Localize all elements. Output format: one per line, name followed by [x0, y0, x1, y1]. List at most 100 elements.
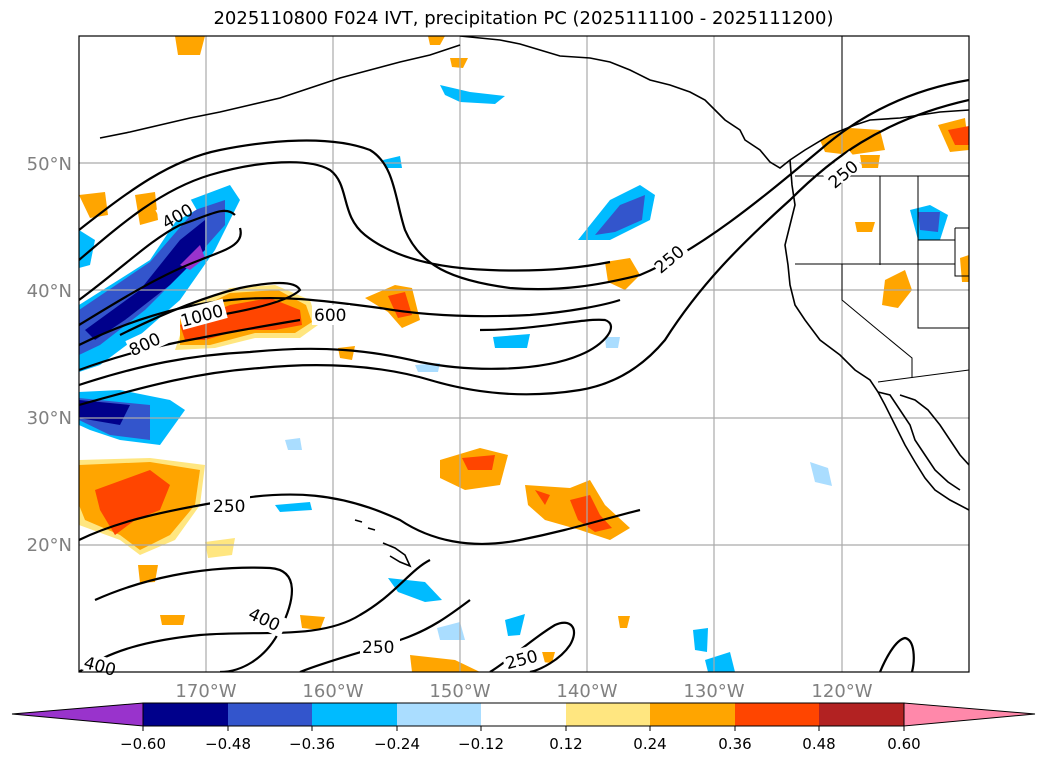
colorbar-tick-label: −0.12 — [458, 735, 504, 753]
precip-neg-region — [437, 622, 465, 640]
contour-label-250: 250 — [213, 497, 245, 517]
colorbar-bin — [819, 703, 904, 726]
precip-pos-region — [160, 615, 185, 625]
precip-pos-region — [175, 36, 205, 55]
precip-pos-region — [135, 192, 158, 225]
west-coast-us — [784, 159, 969, 511]
precip-pos-region — [365, 285, 420, 328]
ivt-contour-250 — [79, 493, 641, 546]
precip-pos-region — [462, 455, 495, 470]
lon-tick-label: 150°W — [429, 681, 490, 702]
ivt-contour-400 — [94, 566, 293, 672]
lat-tick-labels: 20°N 30°N 40°N 50°N — [27, 154, 72, 556]
precip-pos-region — [338, 346, 355, 360]
precip-neg-region — [505, 614, 525, 636]
colorbar-tick-label: −0.60 — [120, 735, 166, 753]
lon-tick-label: 130°W — [683, 681, 744, 702]
hawaii — [354, 519, 412, 568]
ivt-contour-400 — [79, 318, 612, 387]
map-frame — [78, 35, 970, 673]
precip-pos-region — [855, 222, 875, 232]
precip-pos-region — [79, 192, 108, 218]
precip-pos-region — [605, 258, 640, 290]
colorbar-tick-label: 0.36 — [718, 735, 751, 753]
contour-label-400: 400 — [81, 653, 118, 681]
lat-tick-label: 20°N — [27, 535, 72, 556]
precip-pos-region — [450, 58, 468, 68]
colorbar-bin — [481, 703, 566, 726]
precip-neg-region — [79, 400, 130, 425]
colorbar-bin — [566, 703, 650, 726]
alaska-peninsula — [99, 44, 461, 139]
precip-pos-region — [138, 565, 158, 583]
precip-neg-region — [383, 156, 402, 168]
precip-neg-region — [440, 85, 505, 104]
precip-neg-region — [595, 195, 645, 235]
precip-neg-region — [285, 438, 302, 450]
colorbar-bin — [312, 703, 397, 726]
precip-neg-region — [79, 230, 95, 268]
colorbar-tick-label: 0.60 — [887, 735, 920, 753]
precip-neg-region — [605, 337, 620, 348]
lon-tick-label: 170°W — [175, 681, 236, 702]
graticule — [79, 36, 969, 672]
precip-neg-region — [275, 502, 312, 512]
precip-neg-region — [705, 652, 735, 672]
ivt-contours — [79, 78, 969, 672]
ivt-contour-1000 — [119, 281, 302, 336]
colorbar-arrow-left — [11, 702, 144, 727]
lat-tick-label: 40°N — [27, 281, 72, 302]
precip-neg-region — [388, 578, 442, 602]
precip-pos-region — [180, 298, 302, 340]
colorbar: −0.60 −0.48 −0.36 −0.24 −0.12 0.12 0.24 … — [11, 702, 1036, 753]
lon-tick-label: 160°W — [302, 681, 363, 702]
lat-tick-label: 30°N — [27, 408, 72, 429]
precip-pos-region — [820, 128, 885, 155]
contour-label-250: 250 — [362, 638, 394, 658]
precip-pos-region — [882, 270, 912, 308]
precip-neg-region — [810, 462, 832, 486]
colorbar-tick-label: −0.48 — [205, 735, 251, 753]
precip-neg-region — [918, 212, 940, 232]
precip-anomaly-layer — [79, 36, 969, 672]
precip-pos-region — [960, 255, 969, 282]
colorbar-arrow-right — [903, 702, 1036, 727]
colorbar-tick-label: 0.48 — [802, 735, 835, 753]
precip-neg-region — [693, 628, 708, 652]
precip-pos-region — [410, 655, 480, 672]
lon-tick-label: 120°W — [811, 681, 872, 702]
colorbar-tick-label: 0.12 — [549, 735, 582, 753]
precip-pos-region — [948, 126, 969, 145]
chart-title: 2025110800 F024 IVT, precipitation PC (2… — [213, 8, 834, 29]
precip-pos-region — [428, 36, 445, 45]
us-mexico-border — [877, 369, 969, 383]
colorbar-bin — [228, 703, 312, 726]
coastlines — [99, 36, 969, 568]
precip-neg-region — [493, 334, 530, 348]
colorbar-bin — [397, 703, 481, 726]
colorbar-frame — [142, 702, 905, 727]
ivt-contour-400 — [79, 161, 611, 272]
colorbar-bin — [650, 703, 735, 726]
lat-tick-label: 50°N — [27, 154, 72, 175]
precip-pos-region — [205, 538, 235, 558]
contour-label-600: 600 — [314, 306, 346, 326]
colorbar-tick-label: −0.24 — [374, 735, 420, 753]
ivt-contour-labels: 400 600 1000 800 250 250 250 400 250 400… — [80, 150, 863, 681]
precip-pos-region — [300, 615, 325, 630]
precip-pos-region — [618, 616, 630, 628]
colorbar-tick-label: −0.36 — [289, 735, 335, 753]
ivt-contour-800 — [79, 227, 301, 372]
ivt-contour-250 — [878, 636, 915, 672]
ca-nv-border — [841, 264, 913, 378]
lon-tick-labels: 170°W 160°W 150°W 140°W 130°W 120°W — [175, 681, 872, 702]
lon-tick-label: 140°W — [556, 681, 617, 702]
baja-california — [877, 391, 961, 491]
gulf-california — [899, 394, 969, 466]
colorbar-bin — [143, 703, 228, 726]
ivt-contour-250 — [79, 98, 969, 407]
precip-pos-region — [95, 470, 170, 535]
precip-neg-region — [85, 220, 205, 340]
ivt-contour-250 — [79, 78, 969, 291]
